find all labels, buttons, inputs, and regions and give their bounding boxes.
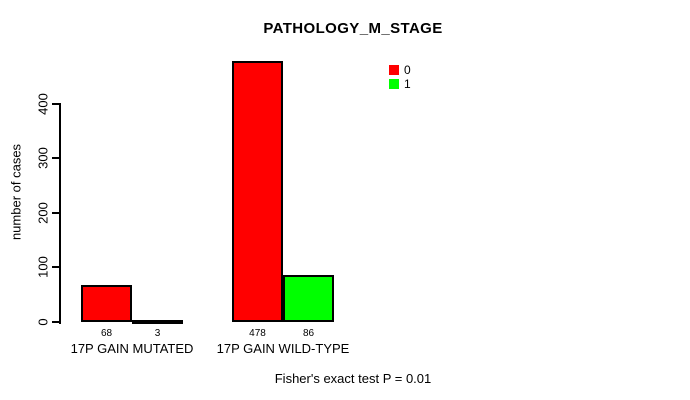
x-category-label: 17P GAIN MUTATED [70, 341, 194, 356]
y-tick-label: 400 [35, 93, 51, 115]
bar-value-label: 86 [302, 328, 315, 339]
bar-value-label: 68 [100, 328, 113, 339]
bar-value-label: 478 [249, 328, 266, 339]
legend-item: 1 [389, 78, 411, 90]
y-tick-mark [52, 103, 59, 105]
y-tick-mark [52, 157, 59, 159]
y-tick-label: 200 [35, 202, 51, 224]
legend-label: 1 [404, 77, 411, 91]
legend-swatch-icon [389, 79, 399, 89]
legend-swatch-icon [389, 65, 399, 75]
bar-17p-gain-wild-type-series-0 [232, 61, 283, 322]
x-category-label: 17P GAIN WILD-TYPE [216, 341, 350, 356]
y-axis-line [59, 103, 61, 324]
chart-title: PATHOLOGY_M_STAGE [263, 20, 443, 37]
y-tick-label: 300 [35, 147, 51, 169]
y-tick-label: 0 [35, 318, 51, 326]
bar-value-label: 3 [154, 328, 161, 339]
legend-item: 0 [389, 64, 411, 76]
legend-label: 0 [404, 63, 411, 77]
y-tick-mark [52, 321, 59, 323]
bar-17p-gain-wild-type-series-1 [283, 275, 334, 322]
y-tick-mark [52, 266, 59, 268]
y-tick-label: 100 [35, 256, 51, 278]
bar-17p-gain-mutated-series-1 [132, 320, 183, 324]
bar-17p-gain-mutated-series-0 [81, 285, 132, 322]
y-tick-mark [52, 212, 59, 214]
stat-annotation: Fisher's exact test P = 0.01 [274, 371, 432, 386]
